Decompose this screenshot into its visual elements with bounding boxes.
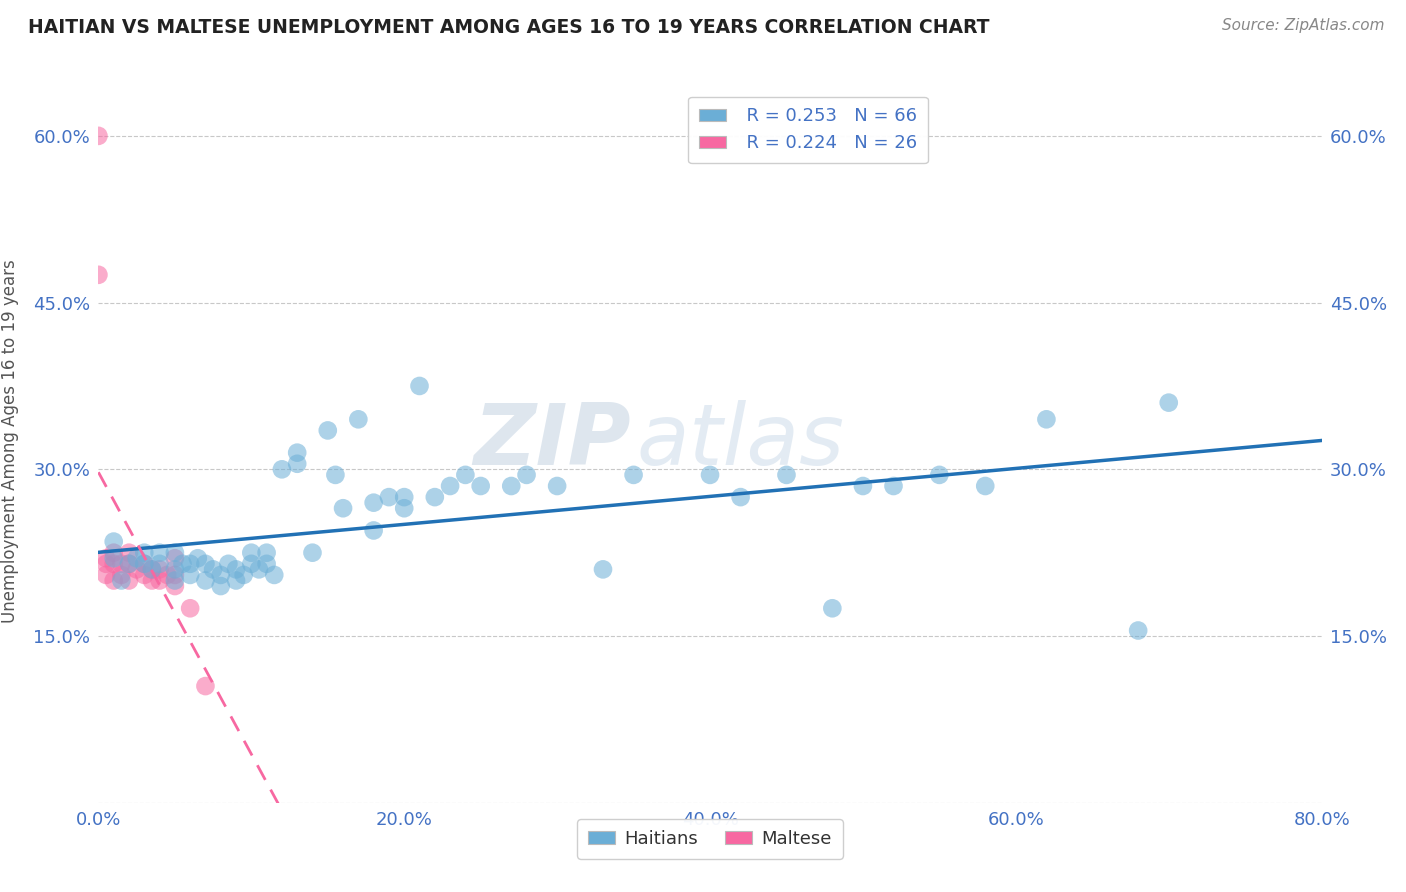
Point: [821, 601, 844, 615]
Point: [103, 534, 125, 549]
Point: [775, 467, 797, 482]
Point: [179, 557, 201, 571]
Point: [179, 568, 201, 582]
Point: [110, 557, 132, 571]
Point: [163, 546, 186, 560]
Point: [118, 557, 141, 571]
Text: Source: ZipAtlas.com: Source: ZipAtlas.com: [1222, 18, 1385, 33]
Point: [256, 557, 278, 571]
Point: [363, 524, 385, 538]
Point: [1035, 412, 1057, 426]
Point: [179, 601, 201, 615]
Point: [163, 574, 186, 588]
Point: [194, 679, 217, 693]
Point: [501, 479, 523, 493]
Text: ZIP: ZIP: [472, 400, 630, 483]
Point: [163, 568, 186, 582]
Point: [87, 268, 110, 282]
Point: [187, 551, 209, 566]
Point: [623, 467, 645, 482]
Legend: Haitians, Maltese: Haitians, Maltese: [578, 819, 842, 859]
Point: [592, 562, 614, 576]
Point: [125, 551, 148, 566]
Point: [103, 557, 125, 571]
Point: [852, 479, 875, 493]
Point: [301, 546, 323, 560]
Point: [285, 457, 308, 471]
Point: [347, 412, 370, 426]
Point: [1128, 624, 1150, 638]
Point: [156, 568, 179, 582]
Point: [209, 579, 232, 593]
Point: [103, 546, 125, 560]
Y-axis label: Unemployment Among Ages 16 to 19 years: Unemployment Among Ages 16 to 19 years: [1, 260, 20, 624]
Point: [516, 467, 538, 482]
Point: [285, 445, 308, 459]
Point: [134, 546, 156, 560]
Point: [149, 546, 172, 560]
Point: [118, 557, 141, 571]
Point: [202, 562, 225, 576]
Point: [928, 467, 950, 482]
Point: [363, 496, 385, 510]
Point: [270, 462, 292, 476]
Point: [730, 490, 752, 504]
Text: HAITIAN VS MALTESE UNEMPLOYMENT AMONG AGES 16 TO 19 YEARS CORRELATION CHART: HAITIAN VS MALTESE UNEMPLOYMENT AMONG AG…: [28, 18, 990, 37]
Point: [247, 562, 270, 576]
Point: [232, 568, 254, 582]
Point: [163, 579, 186, 593]
Point: [439, 479, 461, 493]
Point: [225, 562, 247, 576]
Point: [118, 546, 141, 560]
Point: [103, 574, 125, 588]
Point: [163, 551, 186, 566]
Point: [240, 557, 263, 571]
Point: [149, 562, 172, 576]
Point: [699, 467, 721, 482]
Point: [883, 479, 905, 493]
Point: [470, 479, 492, 493]
Point: [209, 568, 232, 582]
Point: [149, 574, 172, 588]
Point: [256, 546, 278, 560]
Point: [225, 574, 247, 588]
Point: [454, 467, 477, 482]
Point: [94, 551, 117, 566]
Point: [194, 574, 217, 588]
Point: [172, 557, 194, 571]
Point: [163, 562, 186, 576]
Point: [392, 490, 416, 504]
Point: [392, 501, 416, 516]
Point: [1157, 395, 1180, 409]
Point: [134, 557, 156, 571]
Point: [194, 557, 217, 571]
Point: [325, 467, 347, 482]
Point: [134, 568, 156, 582]
Point: [110, 574, 132, 588]
Point: [141, 574, 163, 588]
Point: [94, 568, 117, 582]
Point: [263, 568, 285, 582]
Point: [110, 568, 132, 582]
Point: [217, 557, 239, 571]
Point: [118, 574, 141, 588]
Text: atlas: atlas: [637, 400, 845, 483]
Point: [408, 379, 430, 393]
Point: [316, 424, 339, 438]
Point: [149, 557, 172, 571]
Point: [332, 501, 354, 516]
Point: [103, 551, 125, 566]
Point: [240, 546, 263, 560]
Point: [378, 490, 401, 504]
Point: [141, 562, 163, 576]
Point: [87, 128, 110, 143]
Point: [141, 562, 163, 576]
Point: [134, 557, 156, 571]
Point: [94, 557, 117, 571]
Point: [974, 479, 997, 493]
Point: [423, 490, 446, 504]
Point: [546, 479, 568, 493]
Point: [125, 562, 148, 576]
